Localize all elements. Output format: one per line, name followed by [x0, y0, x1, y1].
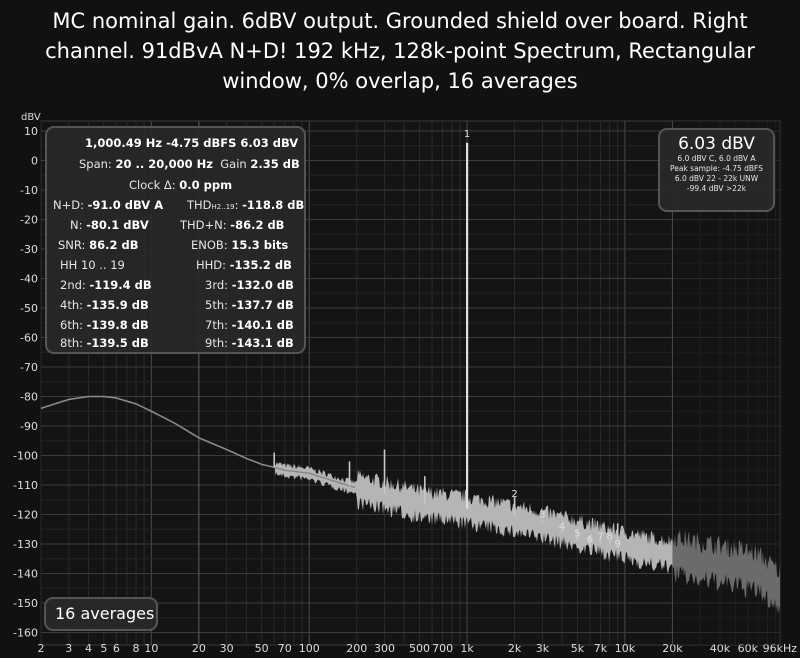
x-tick-label: 300 — [374, 642, 395, 655]
h6-row: 6th: -139.8 dB — [60, 318, 149, 332]
readout-line2: Peak sample: -4.75 dBFS — [669, 164, 763, 173]
readout-line4: -99.4 dBV >22k — [686, 184, 747, 193]
x-tick-label: 5 — [100, 642, 107, 655]
x-tick-label: 8 — [133, 642, 140, 655]
y-tick-label: 0 — [31, 155, 38, 168]
h7-row: 7th: -140.1 dB — [205, 318, 294, 332]
harmonic-label: 4 — [559, 521, 565, 532]
thd-row: THDH2..19: -118.8 dB — [187, 198, 305, 212]
x-tick-label: 10 — [144, 642, 158, 655]
n-row: N: -80.1 dBV — [70, 218, 149, 232]
title-line-3: window, 0% overlap, 16 averages — [222, 69, 578, 93]
y-tick-label: -30 — [20, 243, 38, 256]
x-tick-label: 5k — [571, 642, 585, 655]
y-tick-label: -10 — [20, 184, 38, 197]
span-row: Span: 20 .. 20,000 Hz Gain 2.35 dB — [79, 157, 300, 171]
harmonic-label: 5 — [574, 529, 580, 540]
stats-panel[interactable]: 1,000.49 Hz -4.75 dBFS 6.03 dBV Span: 20… — [45, 126, 306, 354]
harmonic-label: 7 — [597, 532, 603, 543]
y-tick-label: -70 — [20, 361, 38, 374]
y-tick-label: -100 — [13, 450, 38, 463]
y-tick-label: -60 — [20, 332, 38, 345]
y-tick-label: -140 — [13, 568, 38, 581]
y-tick-label: -50 — [20, 302, 38, 315]
y-tick-label: -40 — [20, 273, 38, 286]
harmonic-label: 1 — [464, 129, 470, 140]
x-tick-label: 1k — [460, 642, 474, 655]
nd-row: N+D: -91.0 dBV A — [53, 198, 164, 212]
x-tick-label: 70 — [278, 642, 292, 655]
clock-row: Clock Δ: 0.0 ppm — [129, 178, 233, 192]
snr-row: SNR: 86.2 dB — [58, 238, 139, 252]
averages-badge[interactable]: 16 averages — [44, 597, 158, 631]
panel-line1: 1,000.49 Hz -4.75 dBFS 6.03 dBV — [85, 136, 299, 150]
harmonic-label: 6 — [587, 535, 593, 546]
y-tick-label: -150 — [13, 597, 38, 610]
harmonic-label: 9 — [615, 539, 621, 550]
x-tick-label: 2k — [508, 642, 522, 655]
x-tick-label: 96kHz — [763, 642, 798, 655]
y-tick-label: -80 — [20, 391, 38, 404]
x-tick-label: 50 — [255, 642, 269, 655]
readout-line1: 6.0 dBV C, 6.0 dBV A — [677, 154, 756, 163]
x-tick-label: 200 — [346, 642, 367, 655]
x-tick-label: 500 — [409, 642, 430, 655]
readout-line3: 6.0 dBV 22 - 22k UNW — [674, 174, 759, 183]
y-tick-label: -130 — [13, 538, 38, 551]
h2-row: 2nd: -119.4 dB — [60, 278, 152, 292]
y-tick-label: -110 — [13, 479, 38, 492]
x-tick-label: 700 — [432, 642, 453, 655]
x-tick-label: 3k — [536, 642, 550, 655]
h3-row: 3rd: -132.0 dB — [205, 278, 294, 292]
thdn-row: THD+N: -86.2 dB — [180, 218, 285, 232]
harmonic-label: 3 — [539, 509, 545, 520]
y-tick-label: 10 — [24, 125, 38, 138]
h5-row: 5th: -137.7 dB — [205, 298, 294, 312]
x-tick-label: 4 — [85, 642, 92, 655]
hh-row: HH 10 .. 19 — [60, 258, 125, 272]
level-readout-panel[interactable]: 6.03 dBV 6.0 dBV C, 6.0 dBV A Peak sampl… — [658, 128, 775, 212]
readout-main: 6.03 dBV — [678, 134, 755, 154]
low-frequency-curve — [40, 395, 356, 489]
x-tick-label: 20 — [192, 642, 206, 655]
x-tick-label: 10k — [615, 642, 636, 655]
y-axis-label: dBV — [21, 112, 41, 123]
h4-row: 4th: -135.9 dB — [60, 298, 149, 312]
x-tick-label: 20k — [662, 642, 683, 655]
harmonic-label: 2 — [511, 489, 517, 500]
harmonic-label: 8 — [606, 532, 612, 543]
x-tick-label: 60k — [738, 642, 759, 655]
h9-row: 9th: -143.1 dB — [205, 336, 294, 350]
y-tick-label: -160 — [13, 627, 38, 640]
x-tick-label: 3 — [65, 642, 72, 655]
x-tick-label: 2 — [38, 642, 45, 655]
enob-row: ENOB: 15.3 bits — [191, 238, 289, 252]
chart-title: MC nominal gain. 6dBV output. Grounded s… — [0, 6, 800, 96]
hhd-row: HHD: -135.2 dB — [196, 258, 292, 272]
y-tick-label: -120 — [13, 509, 38, 522]
title-line-1: MC nominal gain. 6dBV output. Grounded s… — [52, 9, 748, 33]
noise-floor-band — [275, 462, 780, 615]
title-line-2: channel. 91dBvA N+D! 192 kHz, 128k-point… — [45, 39, 755, 63]
x-tick-label: 7k — [594, 642, 608, 655]
x-axis-labels: 2 3 4 5 6 8 10 20 30 50 70 100 200 300 500 700 1k 2k 3k 5k 7… — [38, 642, 798, 655]
x-tick-label: 6 — [113, 642, 120, 655]
y-tick-label: -20 — [20, 214, 38, 227]
x-tick-label: 40k — [710, 642, 731, 655]
y-axis-labels: 10 0 -10 -20 -30 -40 -50 -60 -70 -80 -90 -100 -110 -1… — [13, 125, 38, 640]
h8-row: 8th: -139.5 dB — [60, 336, 149, 350]
x-tick-label: 30 — [220, 642, 234, 655]
x-tick-label: 100 — [299, 642, 320, 655]
y-tick-label: -90 — [20, 420, 38, 433]
harmonic-annotations: 1 2 3 456 7 89 — [464, 129, 621, 550]
